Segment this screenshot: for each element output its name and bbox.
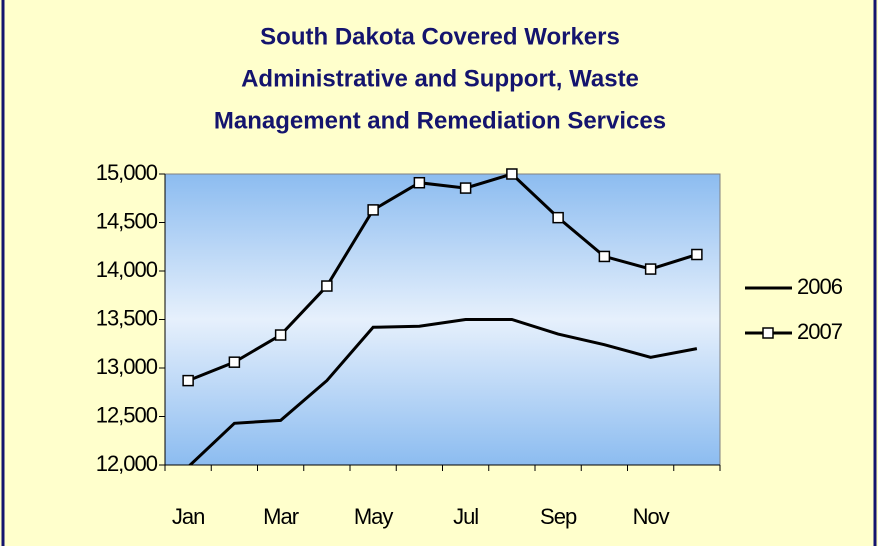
chart-title: Administrative and Support, Waste [241,65,639,92]
legend-label: 2006 [797,274,843,299]
x-tick-label: May [354,504,394,529]
point-marker [182,374,194,387]
y-tick-label: 12,000 [96,451,158,476]
y-tick-label: 14,500 [96,208,158,233]
point-marker [228,356,241,368]
x-tick-label: Sep [540,504,577,529]
plot-lines [187,174,698,465]
plot-area [164,173,721,466]
point-marker [506,168,518,180]
point-marker [552,211,564,224]
point-marker [367,204,379,216]
point-marker [598,250,611,263]
y-tick-label: 14,000 [96,257,158,282]
x-tick-label: Mar [263,504,299,529]
point-marker [691,248,703,261]
y-tick-label: 13,000 [96,354,158,379]
chart-title: Management and Remediation Services [214,107,666,134]
x-tick-label: Jul [453,504,478,529]
y-tick-label: 12,500 [96,402,158,427]
point-marker [274,329,287,341]
legend-label: 2007 [797,319,843,344]
x-tick-label: Jan [172,504,204,529]
point-marker [321,280,333,292]
chart-title: South Dakota Covered Workers [260,23,620,50]
x-tick-label: Nov [633,504,670,529]
point-marker [644,263,657,275]
series-line [187,318,698,465]
point-marker [459,182,472,194]
point-marker [413,176,426,189]
y-tick-label: 13,500 [96,305,158,330]
y-tick-label: 15,000 [96,160,158,185]
legend-marker [762,327,774,339]
series-line [187,174,698,383]
